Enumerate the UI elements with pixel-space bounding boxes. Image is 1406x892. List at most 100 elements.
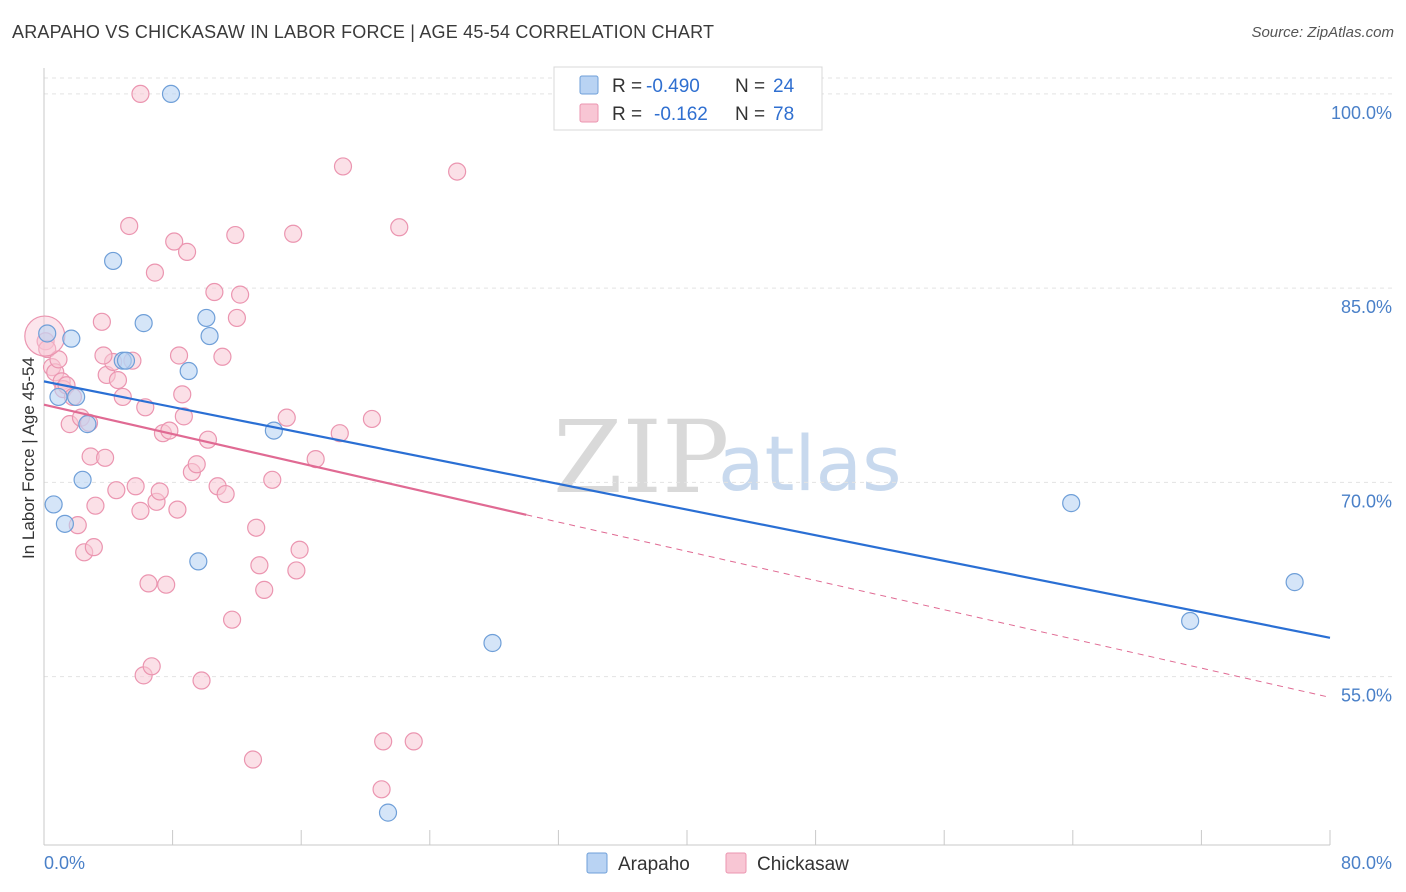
arapaho-trend-line	[43, 380, 1331, 639]
chickasaw-series-label: Chickasaw	[757, 854, 849, 875]
legend-n-value-chickasaw: 78	[773, 104, 794, 125]
chickasaw-legend-swatch	[579, 103, 599, 123]
chickasaw-point	[94, 346, 113, 365]
chickasaw-point	[404, 732, 423, 751]
chickasaw-point	[92, 312, 111, 331]
arapaho-point	[1285, 573, 1304, 592]
chickasaw-point	[86, 496, 105, 515]
chickasaw-point	[277, 408, 296, 427]
legend-r-value-arapaho: -0.490	[646, 76, 700, 97]
source-credit: Source: ZipAtlas.com	[1251, 24, 1394, 41]
arapaho-point	[264, 421, 283, 440]
legend-r-value-chickasaw: -0.162	[654, 104, 708, 125]
chickasaw-point	[131, 84, 150, 104]
chickasaw-point	[84, 538, 103, 557]
legend-n-value-arapaho: 24	[773, 76, 795, 97]
axes	[43, 68, 1331, 846]
chickasaw-point	[205, 282, 224, 302]
chickasaw-points	[24, 84, 467, 799]
chickasaw-point	[165, 232, 184, 251]
chickasaw-point	[107, 481, 126, 500]
watermark-atlas: atlas	[718, 419, 902, 508]
arapaho-point	[55, 514, 74, 533]
y-tick-labels: 55.0% 70.0% 85.0% 100.0%	[1331, 103, 1392, 706]
arapaho-point	[161, 84, 181, 104]
series-legend: Arapaho Chickasaw	[586, 852, 849, 875]
arapaho-point	[67, 387, 86, 407]
chickasaw-point	[187, 455, 206, 474]
chickasaw-point	[255, 580, 274, 599]
chickasaw-point	[142, 657, 161, 676]
arapaho-legend-swatch	[579, 75, 599, 95]
chickasaw-point	[226, 225, 245, 245]
chickasaw-point	[95, 448, 115, 467]
stats-legend-box	[553, 66, 823, 131]
legend-r-label-chickasaw: R =	[612, 104, 642, 125]
arapaho-point	[483, 633, 502, 653]
y-tick-label: 100.0%	[1331, 103, 1392, 123]
chickasaw-point	[177, 242, 197, 261]
chickasaw-point	[222, 610, 242, 629]
chickasaw-series-swatch	[725, 852, 747, 874]
arapaho-series-label: Arapaho	[618, 854, 690, 875]
chickasaw-point	[330, 424, 349, 443]
chickasaw-point	[120, 216, 139, 236]
chickasaw-point	[362, 409, 382, 429]
chickasaw-point	[139, 574, 158, 593]
chickasaw-point	[126, 477, 145, 496]
arapaho-point	[378, 803, 398, 822]
chickasaw-point	[169, 346, 189, 365]
legend-n-label-chickasaw: N =	[735, 104, 765, 125]
arapaho-point	[189, 552, 208, 571]
gridlines	[44, 77, 1392, 678]
arapaho-point	[197, 308, 216, 328]
chickasaw-point	[284, 224, 303, 243]
stats-legend: R = -0.490 N = 24 R = -0.162 N = 78	[553, 66, 823, 131]
chickasaw-point	[173, 385, 192, 404]
arapaho-point	[200, 326, 219, 346]
y-tick-label: 85.0%	[1341, 297, 1392, 317]
y-tick-label: 55.0%	[1341, 686, 1392, 706]
arapaho-point	[134, 314, 153, 333]
chickasaw-trend-line	[43, 403, 527, 516]
arapaho-point	[1181, 611, 1200, 631]
legend-n-label-arapaho: N =	[735, 76, 765, 97]
arapaho-point	[78, 415, 97, 434]
y-axis-title: In Labor Force | Age 45-54	[19, 357, 38, 559]
legend-r-label-arapaho: R =	[612, 76, 642, 97]
arapaho-point	[116, 351, 136, 370]
chickasaw-point	[243, 750, 263, 769]
chickasaw-point	[145, 263, 165, 282]
chickasaw-point	[231, 285, 250, 304]
chickasaw-trend-extension	[526, 514, 1331, 698]
chickasaw-point	[250, 556, 269, 575]
arapaho-point	[1062, 494, 1081, 513]
watermark-zip: ZIP	[553, 399, 729, 516]
chickasaw-point	[333, 157, 353, 176]
arapaho-point	[104, 251, 123, 271]
chickasaw-point	[160, 421, 179, 440]
chickasaw-point	[213, 347, 232, 366]
chickasaw-point	[287, 561, 306, 580]
arapaho-series-swatch	[586, 852, 608, 874]
chickasaw-point	[168, 500, 187, 519]
chickasaw-point	[174, 407, 193, 426]
chickasaw-point	[131, 501, 150, 520]
x-tick-label-max: 80.0%	[1341, 853, 1392, 873]
chickasaw-point	[448, 162, 467, 181]
x-tick-labels: 0.0% 80.0%	[44, 853, 1392, 873]
watermark: ZIP atlas	[553, 399, 902, 516]
chart-title: ARAPAHO VS CHICKASAW IN LABOR FORCE | AG…	[12, 22, 715, 42]
x-tick-label-min: 0.0%	[44, 853, 85, 873]
arapaho-point	[49, 387, 68, 407]
chickasaw-point	[108, 370, 128, 390]
chickasaw-point	[290, 540, 309, 559]
chickasaw-point	[216, 484, 235, 504]
trend-lines	[43, 380, 1331, 698]
arapaho-point	[38, 324, 57, 343]
chickasaw-point	[157, 575, 176, 594]
chickasaw-point	[263, 470, 282, 489]
y-tick-label: 70.0%	[1341, 491, 1392, 511]
arapaho-point	[62, 329, 81, 348]
